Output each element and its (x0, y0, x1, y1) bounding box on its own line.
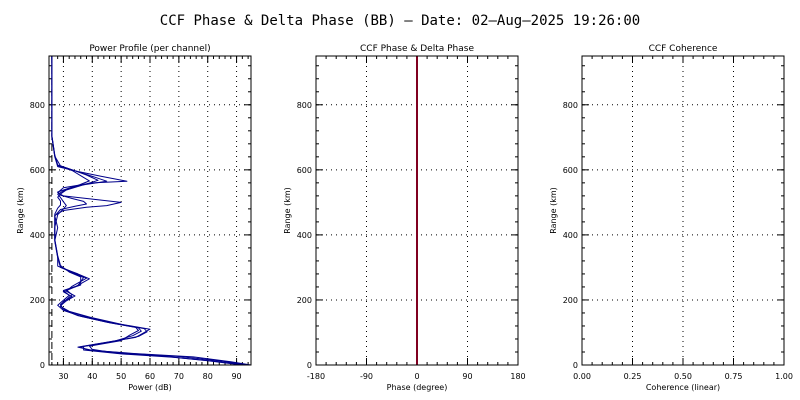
panel-title: Power Profile (per channel) (89, 44, 210, 54)
x-axis-label: Power (dB) (128, 383, 172, 392)
y-axis-label: Range (km) (16, 187, 25, 234)
chart-panel-2: CCF Phase & Delta Phase -180 -90 0 90 180 0 200… (283, 44, 526, 392)
y-tick-label: 0 (573, 361, 578, 370)
y-tick-label: 600 (30, 166, 45, 175)
chart-panel-1: Power Profile (per channel) 30 40 50 60 70 80 9… (16, 44, 252, 392)
x-tick-label: -180 (307, 372, 325, 381)
y-tick-label: 0 (307, 361, 312, 370)
y-tick-label: 200 (297, 296, 312, 305)
chart-panel-3: CCF Coherence 0.00 0.25 0.50 0.75 1.00 0 200 400… (549, 44, 793, 392)
y-axis-label: Range (km) (549, 187, 558, 234)
x-tick-label: 0.00 (573, 372, 591, 381)
x-tick-label: 70 (174, 372, 184, 381)
x-tick-label: 0.50 (674, 372, 692, 381)
x-tick-label: 0 (414, 372, 419, 381)
plot-frame (581, 55, 785, 366)
plot-frame (48, 55, 252, 366)
y-tick-label: 600 (297, 166, 312, 175)
y-tick-label: 400 (563, 231, 578, 240)
y-tick-label: 400 (30, 231, 45, 240)
plot-frame (315, 55, 519, 366)
x-tick-label: 50 (116, 372, 126, 381)
series-line-1 (51, 56, 252, 366)
x-tick-label: 1.00 (775, 372, 793, 381)
series-line-3 (51, 56, 246, 366)
x-tick-label: 90 (462, 372, 472, 381)
x-tick-label: 90 (231, 372, 241, 381)
x-tick-label: 60 (145, 372, 155, 381)
figure-title: CCF Phase & Delta Phase (BB) — Date: 02—… (160, 13, 640, 29)
x-tick-label: 40 (87, 372, 97, 381)
panel-title: CCF Phase & Delta Phase (360, 44, 474, 54)
x-axis-label: Phase (degree) (387, 383, 448, 392)
x-tick-label: 180 (510, 372, 525, 381)
y-tick-label: 800 (297, 101, 312, 110)
y-tick-label: 200 (30, 296, 45, 305)
y-tick-label: 800 (30, 101, 45, 110)
y-axis-label: Range (km) (283, 187, 292, 234)
y-tick-label: 800 (563, 101, 578, 110)
series-line-4 (51, 56, 243, 366)
x-axis-label: Coherence (linear) (646, 383, 720, 392)
y-tick-label: 400 (297, 231, 312, 240)
x-tick-label: 80 (203, 372, 213, 381)
y-tick-label: 200 (563, 296, 578, 305)
y-tick-label: 600 (563, 166, 578, 175)
panel-title: CCF Coherence (649, 44, 718, 54)
y-tick-label: 0 (40, 361, 45, 370)
x-tick-label: 0.25 (624, 372, 642, 381)
x-tick-label: 30 (58, 372, 68, 381)
chart-panels: Power Profile (per channel) 30 40 50 60 70 80 9… (16, 44, 793, 392)
x-tick-label: -90 (360, 372, 373, 381)
x-tick-label: 0.75 (725, 372, 743, 381)
series-line-2 (51, 56, 249, 366)
